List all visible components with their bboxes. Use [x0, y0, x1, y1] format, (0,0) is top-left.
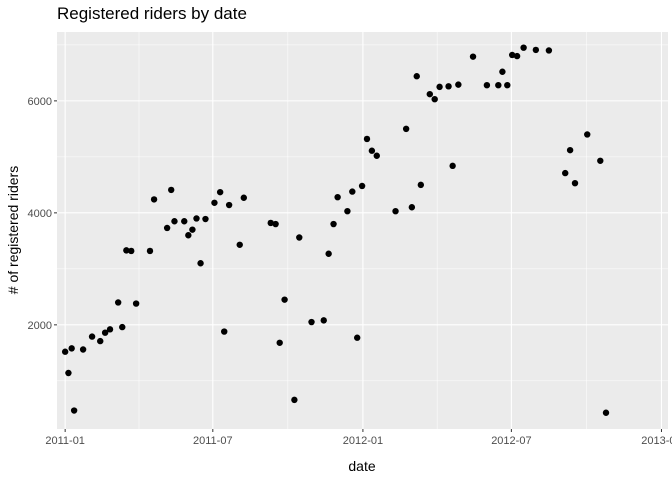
data-point — [114, 299, 122, 306]
data-point — [483, 81, 491, 89]
data-point — [334, 193, 341, 201]
data-point — [571, 179, 579, 187]
data-point — [181, 218, 188, 225]
data-point — [216, 188, 224, 196]
data-point — [146, 247, 154, 255]
data-point — [325, 250, 332, 257]
data-point — [520, 44, 527, 51]
data-point — [225, 201, 233, 209]
x-tick-label: 2012-01 — [343, 435, 383, 447]
data-point — [296, 234, 303, 241]
data-point — [495, 81, 502, 89]
data-point — [171, 218, 178, 225]
data-point — [281, 296, 288, 303]
data-point — [363, 135, 371, 143]
data-point — [320, 317, 327, 324]
data-point — [392, 207, 399, 215]
y-tick-label: 2000 — [28, 320, 52, 332]
data-point — [445, 83, 452, 90]
data-point — [455, 81, 462, 88]
data-point — [499, 68, 506, 75]
data-point — [267, 219, 274, 227]
data-point — [504, 81, 511, 89]
data-point — [202, 215, 209, 223]
data-point — [436, 83, 443, 91]
data-point — [358, 182, 366, 190]
data-point — [276, 339, 283, 346]
y-axis-title: # of registered riders — [5, 166, 21, 294]
data-point — [545, 47, 553, 54]
data-point — [368, 147, 376, 154]
data-point — [70, 407, 78, 414]
data-point — [413, 73, 420, 80]
data-point — [185, 232, 192, 239]
data-point — [597, 157, 604, 164]
data-point — [132, 300, 140, 307]
data-point — [88, 333, 96, 340]
data-point — [101, 329, 109, 336]
data-point — [513, 52, 521, 60]
data-point — [150, 196, 158, 203]
data-point — [426, 90, 433, 98]
x-tick-label: 2013-01 — [641, 435, 672, 447]
x-tick-label: 2011-01 — [45, 435, 85, 447]
data-point — [163, 224, 171, 232]
data-point — [211, 199, 218, 206]
data-point — [469, 53, 477, 60]
data-point — [562, 169, 569, 177]
data-point — [168, 186, 175, 194]
data-points — [61, 44, 610, 416]
data-point — [65, 369, 72, 377]
data-point — [61, 348, 69, 355]
data-point — [602, 409, 610, 416]
x-axis-title: date — [348, 458, 375, 474]
data-point — [189, 226, 196, 233]
data-point — [291, 396, 298, 404]
data-point — [193, 215, 200, 222]
chart-title: Registered riders by date — [57, 4, 247, 23]
y-tick-label: 4000 — [28, 208, 52, 220]
data-point — [68, 345, 75, 352]
data-point — [221, 328, 228, 335]
data-point — [240, 194, 248, 201]
major-grid — [57, 32, 668, 429]
data-point — [508, 51, 516, 59]
data-point — [566, 146, 574, 154]
data-point — [417, 181, 425, 189]
data-point — [373, 152, 380, 159]
data-point — [532, 46, 540, 54]
data-point — [584, 131, 591, 138]
data-point — [197, 260, 204, 267]
data-point — [128, 247, 135, 255]
data-point — [344, 207, 351, 215]
x-tick-label: 2012-07 — [491, 435, 531, 447]
data-point — [106, 326, 114, 333]
data-point — [123, 247, 130, 254]
data-point — [431, 95, 438, 103]
x-tick-label: 2011-07 — [193, 435, 233, 447]
data-point — [330, 220, 337, 228]
data-point — [449, 162, 456, 170]
data-point — [308, 318, 315, 326]
data-point — [79, 346, 87, 353]
x-axis-ticks: 2011-01 2011-07 2012-01 2012-07 2013-01 — [45, 429, 672, 447]
data-point — [408, 204, 416, 211]
data-point — [97, 337, 104, 345]
y-tick-label: 6000 — [28, 96, 52, 108]
y-axis-ticks: 2000 4000 6000 — [28, 96, 57, 332]
data-point — [349, 188, 356, 195]
data-point — [353, 334, 361, 341]
data-point — [272, 220, 279, 228]
data-point — [119, 323, 126, 331]
data-point — [236, 241, 243, 248]
data-point — [402, 125, 410, 133]
